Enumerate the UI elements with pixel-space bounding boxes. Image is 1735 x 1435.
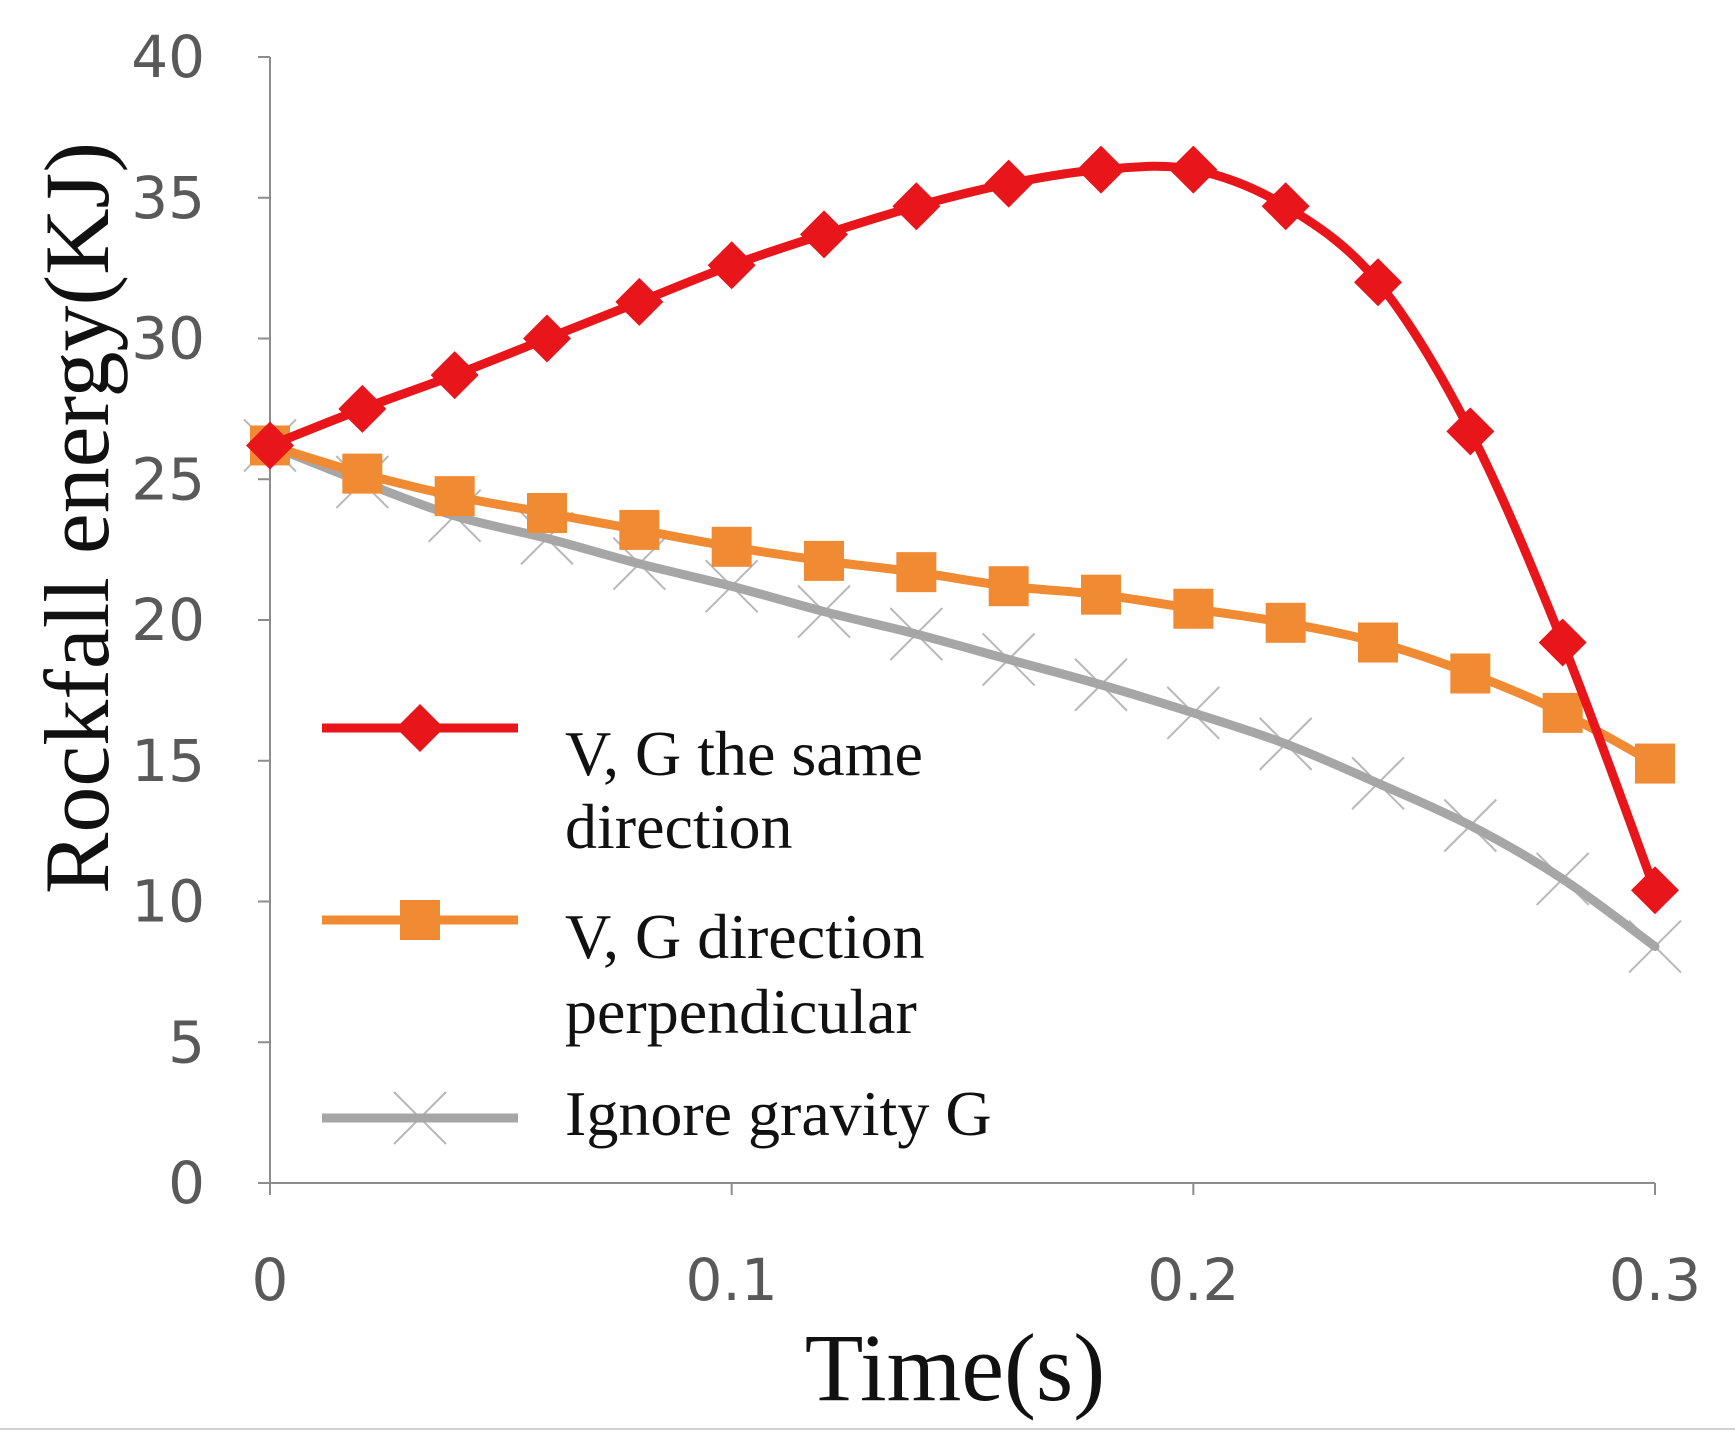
data-point-marker — [1265, 602, 1306, 643]
y-tick-label: 30 — [131, 305, 205, 373]
data-point-marker — [1261, 182, 1310, 231]
legend-marker — [396, 704, 444, 752]
legend-label: direction — [565, 791, 792, 862]
y-tick-label: 40 — [131, 23, 205, 91]
data-point-marker — [1635, 743, 1675, 784]
data-point-marker — [430, 351, 479, 400]
data-point-marker — [1077, 145, 1125, 194]
data-point-marker — [988, 566, 1029, 607]
legend-label: V, G the same — [565, 718, 923, 789]
legend-item-3: Ignore gravity G — [322, 1078, 992, 1149]
data-point-marker — [892, 182, 941, 231]
x-axis-title: Time(s) — [805, 1314, 1106, 1421]
data-point-marker — [896, 552, 937, 593]
legend-marker — [400, 900, 440, 940]
data-point-marker — [1450, 653, 1491, 694]
series-layer — [243, 145, 1682, 974]
data-point-marker — [1169, 145, 1218, 194]
data-point-marker — [338, 384, 387, 433]
data-point-marker — [1358, 622, 1398, 663]
data-point-marker — [1081, 574, 1121, 615]
data-point-marker — [711, 526, 752, 567]
series-line — [265, 440, 1660, 952]
y-tick-label: 10 — [131, 868, 205, 936]
data-point-marker — [1542, 692, 1583, 733]
series-2 — [250, 425, 1675, 784]
x-tick-label: 0 — [252, 1246, 289, 1314]
data-point-marker — [434, 476, 475, 517]
y-tick-label: 0 — [168, 1149, 205, 1217]
data-point-marker — [619, 509, 660, 550]
y-tick-label: 35 — [131, 164, 205, 232]
bottom-divider — [0, 1428, 1735, 1430]
data-point-marker — [342, 453, 383, 494]
data-point-marker — [984, 159, 1033, 208]
data-point-marker — [800, 210, 848, 259]
series-line — [265, 440, 1660, 769]
y-tick-label: 20 — [131, 586, 205, 654]
data-point-marker — [1354, 258, 1402, 307]
axes: 0 5 10 15 20 25 30 35 40 0 0.1 0.2 0.3 — [131, 23, 1701, 1314]
data-point-marker — [246, 421, 294, 470]
data-point-marker — [615, 277, 664, 326]
data-point-marker — [523, 314, 571, 363]
legend-label: Ignore gravity G — [565, 1078, 992, 1149]
data-point-marker — [1173, 588, 1214, 629]
data-point-marker — [804, 540, 844, 581]
series-line — [265, 161, 1660, 895]
y-tick-label: 5 — [168, 1008, 205, 1076]
x-tick-label: 0.3 — [1609, 1246, 1701, 1314]
legend-label: V, G direction — [565, 901, 925, 972]
series-1 — [246, 145, 1679, 915]
data-point-marker — [1631, 866, 1679, 915]
y-tick-label: 15 — [131, 727, 205, 795]
x-tick-label: 0.1 — [686, 1246, 778, 1314]
data-point-marker — [1538, 618, 1587, 667]
legend-label: perpendicular — [565, 976, 917, 1047]
data-point-marker — [1446, 407, 1495, 456]
y-tick-label: 25 — [131, 445, 205, 513]
y-axis-title: Rockfall energy(KJ) — [26, 142, 128, 894]
x-tick-label: 0.2 — [1147, 1246, 1239, 1314]
data-point-marker — [707, 241, 756, 290]
data-point-marker — [527, 493, 567, 534]
